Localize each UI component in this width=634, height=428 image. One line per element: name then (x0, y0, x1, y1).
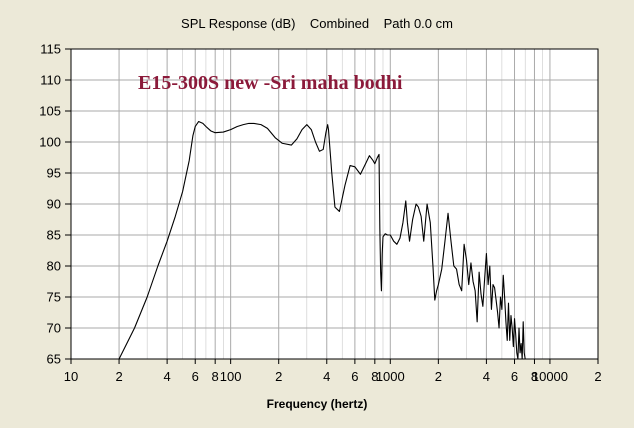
x-axis-label: Frequency (hertz) (266, 397, 368, 411)
plot-frame (70, 48, 599, 360)
x-tick-label: 6 (192, 369, 199, 384)
y-tick-label: 110 (40, 73, 61, 88)
y-tick-label: 115 (40, 42, 61, 57)
x-tick-label: 2 (275, 369, 282, 384)
y-tick-label: 75 (47, 290, 61, 305)
x-tick-label: 8 (531, 369, 538, 384)
x-tick-label: 8 (371, 369, 378, 384)
y-tick-label: 70 (47, 321, 61, 336)
y-tick-label: 80 (47, 259, 61, 274)
x-tick-label: 10 (64, 369, 78, 384)
chart-title: SPL Response (dB) Combined Path 0.0 cm (181, 16, 453, 31)
y-tick-label: 65 (47, 352, 61, 367)
y-tick-label: 100 (39, 135, 61, 150)
x-tick-label: 4 (483, 369, 490, 384)
x-tick-label: 4 (323, 369, 330, 384)
series-line (118, 120, 526, 360)
x-tick-label: 6 (351, 369, 358, 384)
y-tick-label: 105 (39, 104, 61, 119)
chart-annotation: E15-300S new -Sri maha bodhi (138, 72, 403, 94)
x-tick-label: 10000 (532, 369, 568, 384)
x-tick-label: 6 (511, 369, 518, 384)
y-axis-ticks: 115 110 105 100 95 90 85 80 75 70 65 (39, 42, 71, 367)
x-tick-label: 2 (115, 369, 122, 384)
x-tick-label: 2 (594, 369, 601, 384)
x-tick-label: 100 (220, 369, 242, 384)
x-tick-label: 4 (163, 369, 170, 384)
y-tick-label: 85 (47, 228, 61, 243)
y-tick-label: 90 (47, 197, 61, 212)
y-tick-label: 95 (47, 166, 61, 181)
x-tick-label: 2 (435, 369, 442, 384)
grid (71, 49, 599, 359)
x-tick-label: 8 (212, 369, 219, 384)
x-tick-label: 1000 (376, 369, 405, 384)
